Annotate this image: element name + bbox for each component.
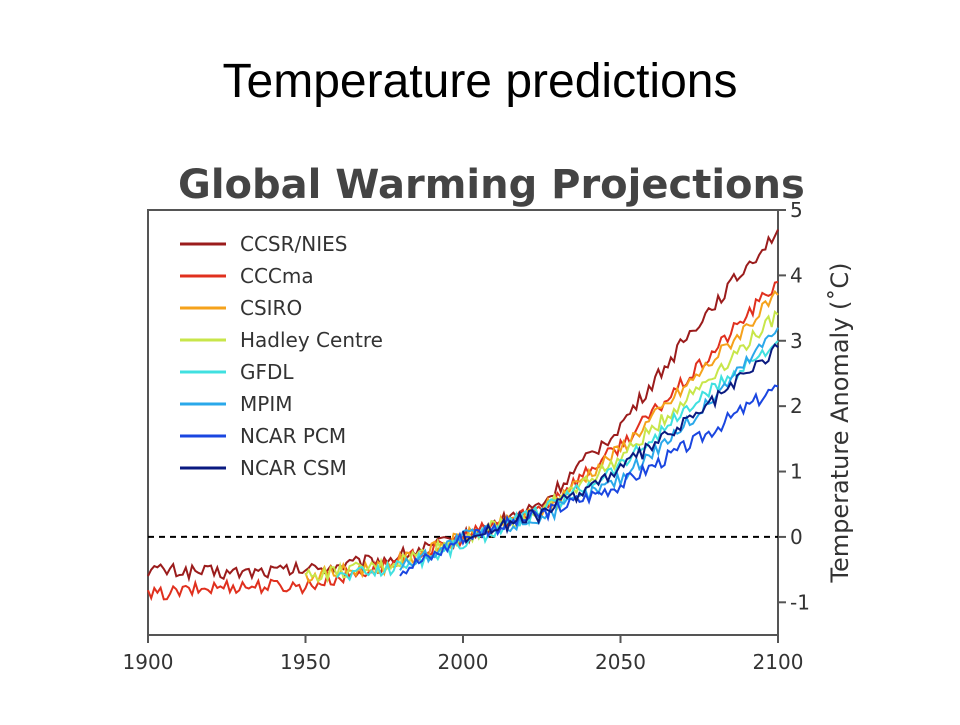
x-tick-label: 2100 bbox=[753, 650, 804, 674]
x-axis: 1900 1950 2000 2050 2100 bbox=[123, 635, 804, 674]
series-lines bbox=[147, 229, 779, 602]
chart-title: Global Warming Projections bbox=[178, 162, 805, 208]
y-tick-label: 1 bbox=[790, 460, 803, 484]
series-line-ncar-pcm bbox=[399, 384, 779, 577]
slide-title: Temperature predictions bbox=[222, 55, 738, 108]
legend-label: Hadley Centre bbox=[240, 328, 383, 352]
x-tick-label: 1900 bbox=[123, 650, 174, 674]
x-tick-label: 2000 bbox=[438, 650, 489, 674]
series-line-gfdl bbox=[336, 340, 779, 582]
x-tick-label: 2050 bbox=[595, 650, 646, 674]
legend-label: MPIM bbox=[240, 392, 292, 416]
y-tick-label: 5 bbox=[790, 198, 803, 222]
legend-label: GFDL bbox=[240, 360, 294, 384]
series-line-hadley-centre bbox=[304, 310, 779, 584]
y-tick-label: 0 bbox=[790, 525, 803, 549]
y-axis: -1 0 1 2 3 4 5 bbox=[778, 198, 810, 614]
legend: CCSR/NIES CCCma CSIRO Hadley Centre GFDL MPIM… bbox=[180, 232, 383, 480]
x-tick-label: 1950 bbox=[280, 650, 331, 674]
y-tick-label: 3 bbox=[790, 329, 803, 353]
legend-label: CSIRO bbox=[240, 296, 302, 320]
legend-label: NCAR PCM bbox=[240, 424, 346, 448]
y-tick-label: 2 bbox=[790, 394, 803, 418]
y-tick-label: -1 bbox=[790, 590, 810, 614]
series-line-ncar-csm bbox=[462, 342, 779, 545]
legend-label: CCCma bbox=[240, 264, 314, 288]
legend-label: NCAR CSM bbox=[240, 456, 347, 480]
y-axis-label: Temperature Anomaly (˚C) bbox=[826, 262, 854, 583]
legend-label: CCSR/NIES bbox=[240, 232, 347, 256]
y-tick-label: 4 bbox=[790, 263, 803, 287]
